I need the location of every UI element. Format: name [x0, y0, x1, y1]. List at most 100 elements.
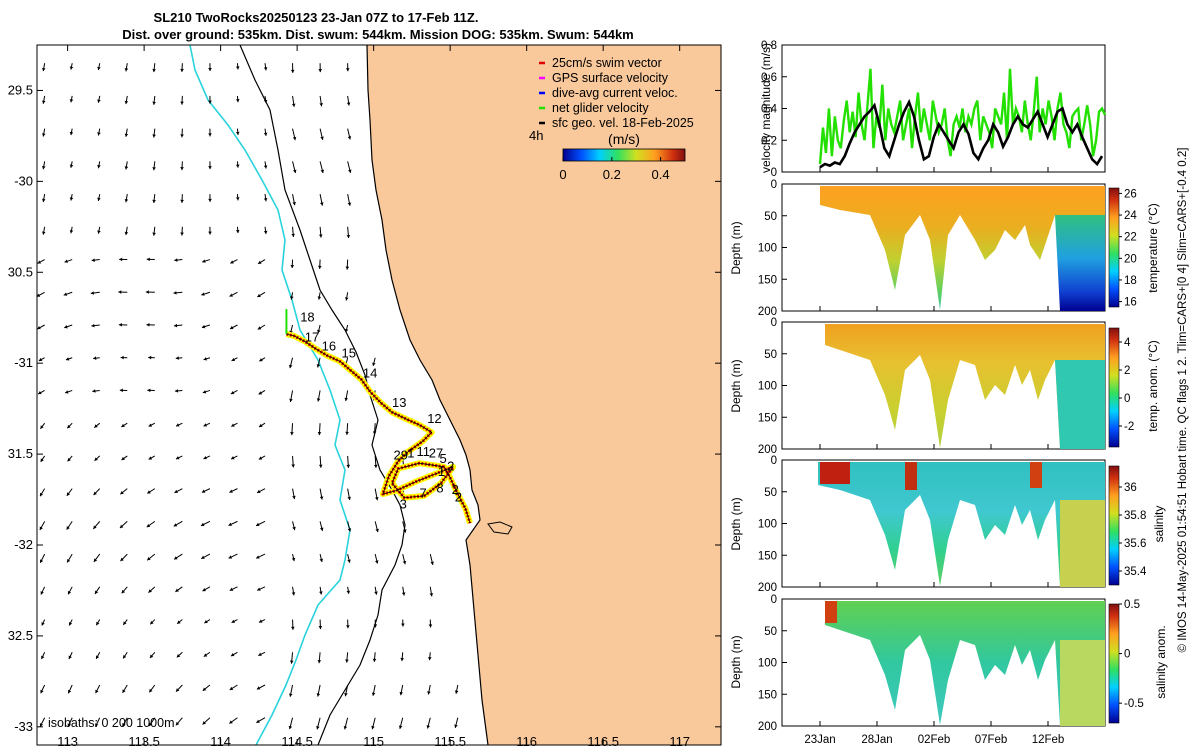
current-vector-head — [403, 529, 407, 533]
current-vector-head — [123, 621, 127, 625]
current-vector-head — [319, 591, 323, 595]
current-vector-head — [175, 356, 179, 360]
current-vector-head — [40, 591, 44, 595]
current-vector-head — [344, 397, 349, 402]
current-vector-head — [316, 398, 321, 402]
current-vector-head — [375, 497, 379, 501]
current-vector-head — [148, 355, 152, 360]
map-ytick-label: 32.5 — [8, 628, 33, 643]
current-vector-head — [289, 693, 293, 697]
current-vector-head — [67, 689, 72, 694]
current-vector-head — [69, 229, 74, 234]
panel-ytick-label: 100 — [758, 381, 777, 393]
current-vector-head — [69, 66, 74, 70]
title-line-1: SL210 TwoRocks20250123 23-Jan 07Z to 17-… — [154, 10, 479, 25]
current-vector-head — [346, 464, 351, 468]
island — [487, 521, 513, 535]
current-vector-head — [345, 68, 350, 72]
current-vector-head — [263, 230, 268, 235]
current-vector-head — [94, 424, 98, 428]
current-vector-head — [39, 723, 44, 727]
panel-ytick-label: 0.6 — [761, 72, 777, 84]
colorbar-tick-label: 18 — [1124, 275, 1137, 287]
panel-ytick-label: 0 — [771, 317, 777, 329]
current-vector-head — [290, 264, 295, 269]
map-xtick-label: 115 — [363, 734, 384, 749]
current-vector-head — [426, 725, 431, 729]
current-vector-head — [41, 231, 46, 235]
current-vector-head — [375, 528, 379, 533]
current-vector-head — [373, 464, 378, 468]
time-axis-label: 23Jan — [804, 734, 835, 746]
track-day-label: 12 — [427, 411, 441, 426]
current-vector-head — [174, 389, 179, 393]
current-vector-head — [97, 164, 101, 169]
current-vector-head — [399, 691, 404, 696]
panel-ytick-label: 200 — [758, 582, 777, 594]
current-vector-head — [149, 654, 154, 658]
track-day-label: 14 — [363, 366, 377, 381]
current-vector-head — [147, 490, 151, 494]
current-vector-head — [372, 431, 377, 435]
current-vector-head — [122, 722, 126, 727]
title-line-2: Dist. over ground: 535km. Dist. swum: 54… — [122, 27, 634, 42]
current-vector-head — [229, 293, 234, 297]
current-vector-head — [201, 324, 206, 329]
track-day-label: 18 — [300, 309, 314, 324]
colorbar-gradient — [562, 148, 686, 162]
panel-ytick-label: 200 — [758, 306, 777, 318]
current-vector-head — [119, 524, 124, 529]
colorbar-tick-label: 36 — [1124, 482, 1137, 494]
track-day-label: 5 — [439, 451, 446, 466]
current-vector-head — [291, 557, 296, 562]
salinity-anomaly-ylabel: Depth (m) — [729, 635, 743, 688]
map-ytick-label: -32 — [14, 537, 33, 552]
panel-ytick-label: 0.8 — [761, 40, 777, 52]
colorbar-tick-label: 0 — [1124, 393, 1130, 405]
current-vector-head — [69, 164, 74, 168]
temp-anomaly-clabel: temp. anom. (°C) — [1146, 340, 1160, 432]
current-vector-head — [346, 234, 351, 239]
current-vector-head — [91, 323, 95, 328]
salinity-high-patch — [820, 462, 850, 484]
current-vector-head — [152, 232, 156, 236]
current-vector-head — [41, 655, 45, 660]
salinity-field — [818, 462, 1105, 587]
current-vector-head — [152, 199, 156, 203]
current-vector-head — [372, 362, 376, 366]
current-vector-head — [317, 265, 322, 269]
current-vector-head — [347, 202, 352, 206]
current-vector-head — [63, 292, 68, 296]
time-axis-label: 02Feb — [918, 734, 951, 746]
current-vector-head — [41, 622, 45, 626]
current-vector-head — [91, 258, 95, 262]
map-axes-frame — [36, 44, 722, 746]
current-vector-head — [292, 136, 297, 141]
current-vector-head — [65, 390, 69, 394]
current-vector-head — [231, 423, 235, 427]
current-vector-head — [428, 624, 433, 628]
map-xtick-label: 114 — [210, 734, 231, 749]
track-day-label: 17 — [305, 329, 319, 344]
current-vector-head — [344, 297, 349, 301]
current-vector-head — [67, 723, 71, 727]
current-vector-head — [39, 526, 43, 531]
copyright-footer: © IMOS 14-May-2025 01:54:51 Hobart time.… — [1177, 148, 1189, 653]
current-vector-head — [292, 526, 296, 531]
current-vector-head — [175, 688, 180, 692]
colorbar-tick-label: 0.4 — [652, 167, 670, 182]
panel-ytick-label: 200 — [758, 721, 777, 733]
current-vector-head — [41, 100, 46, 104]
current-vector-head — [343, 725, 348, 730]
current-vector-head — [229, 720, 233, 724]
track-day-label: 29 — [394, 448, 408, 463]
current-vector-head — [94, 457, 98, 461]
panel-ytick-label: 100 — [758, 519, 777, 531]
current-vector-head — [317, 431, 322, 436]
current-vector-head — [180, 167, 184, 171]
time-scale-label: 4h — [529, 128, 543, 143]
current-vector-head — [348, 169, 352, 173]
current-vector-head — [180, 101, 184, 105]
